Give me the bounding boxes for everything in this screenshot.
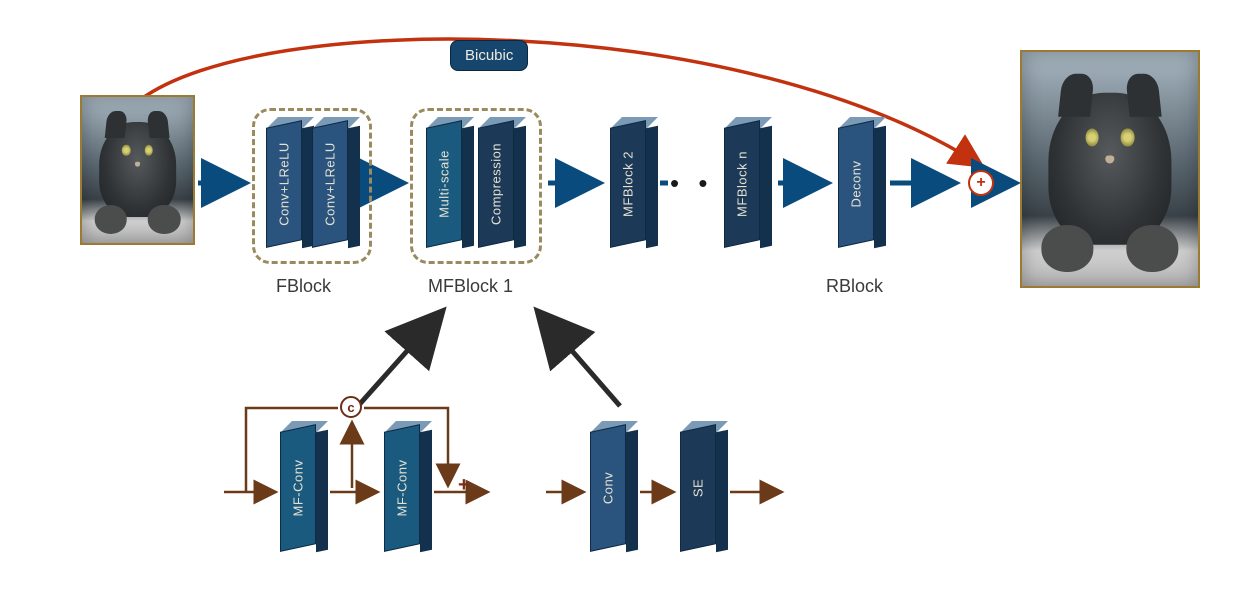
bicubic-badge: Bicubic: [450, 40, 528, 71]
input-image: [80, 95, 195, 245]
residual-add-node: +: [968, 170, 994, 196]
mfblock1-slab-1: Multi-scale: [426, 124, 462, 244]
fblock-caption: FBlock: [276, 276, 331, 297]
br-slab-2: SE: [680, 428, 716, 548]
chain-slab-2: MFBlock n: [724, 124, 760, 244]
residual-add-symbol: +: [976, 174, 985, 192]
pointer-left: [358, 314, 440, 406]
output-image: [1020, 50, 1200, 288]
concat-symbol: c: [347, 400, 354, 415]
bicubic-label: Bicubic: [465, 47, 513, 64]
pointer-right: [540, 314, 620, 406]
rblock-slab: Deconv: [838, 124, 874, 244]
br-slab-1: Conv: [590, 428, 626, 548]
rblock-caption: RBlock: [826, 276, 883, 297]
chain-slab-1: MFBlock 2: [610, 124, 646, 244]
fblock-slab-1: Conv+LReLU: [266, 124, 302, 244]
concat-node: c: [340, 396, 362, 418]
mfblock1-caption: MFBlock 1: [428, 276, 513, 297]
fblock-slab-2: Conv+LReLU: [312, 124, 348, 244]
mfblock1-slab-2: Compression: [478, 124, 514, 244]
bl-slab-2: MF-Conv: [384, 428, 420, 548]
bl-slab-1: MF-Conv: [280, 428, 316, 548]
bl-plus: +: [458, 474, 470, 497]
diagram-stage: Bicubic Conv+LReLU Conv+LReLU FBlock Mul…: [0, 0, 1240, 600]
